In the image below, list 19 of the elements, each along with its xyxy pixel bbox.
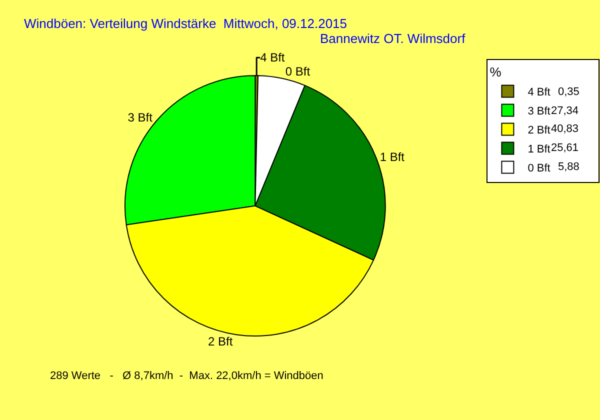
slice-label: 3 Bft [128,110,154,125]
legend-label: 0 Bft [528,162,550,174]
legend-label: 4 Bft [528,86,550,98]
slice-label: 1 Bft [380,150,406,164]
slice-label: 4 Bft [260,50,286,65]
slice-label: 2 Bft [208,334,234,349]
data-label: 27,34 [551,105,579,117]
data-label: 40,83 [551,123,579,135]
chart-subtitle: Bannewitz OT. Wilmsdorf [320,31,466,46]
data-label: 0,35 [558,86,580,98]
legend-label: 2 Bft [528,124,550,136]
legend-title: % [490,64,502,80]
slice-label: 0 Bft [285,64,311,79]
legend-label: 3 Bft [528,105,550,118]
chart-title: Windböen: Verteilung Windstärke Mittwoch, 09.12.2015 [24,16,348,31]
data-label: 5,88 [558,161,580,173]
text: 289 Werte - Ø 8,7km/h - Max. 22,0km/h = Windböen [50,370,324,382]
legend-label: 1 Bft [528,143,550,156]
data-label: 25,61 [551,142,579,154]
